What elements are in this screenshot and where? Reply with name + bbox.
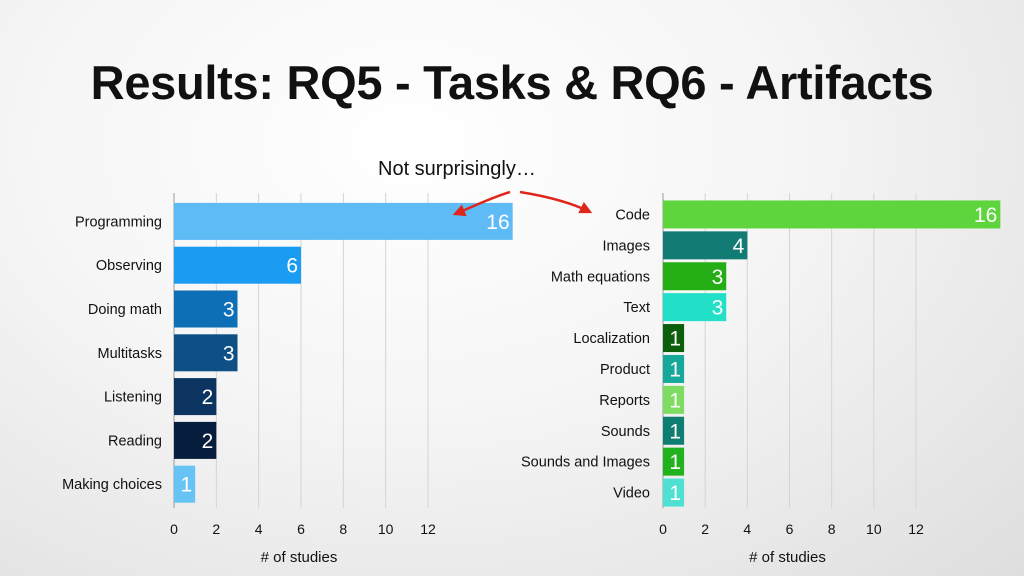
data-label: 4 xyxy=(733,235,745,258)
tick-label: 0 xyxy=(170,521,178,537)
category-label: Multitasks xyxy=(98,346,162,362)
data-label: 1 xyxy=(669,420,681,443)
bar xyxy=(663,200,1001,229)
data-label: 2 xyxy=(202,386,214,409)
data-label: 3 xyxy=(223,342,235,365)
bar xyxy=(663,231,748,260)
data-label: 3 xyxy=(712,266,724,289)
data-label: 1 xyxy=(669,451,681,474)
data-label: 1 xyxy=(669,328,681,351)
data-label: 6 xyxy=(286,255,298,278)
category-label: Localization xyxy=(573,331,650,347)
data-label: 16 xyxy=(486,211,509,234)
x-axis-title: # of studies xyxy=(749,549,826,566)
category-label: Sounds and Images xyxy=(521,455,650,471)
data-label: 1 xyxy=(180,474,192,497)
tick-label: 0 xyxy=(659,521,667,537)
tick-label: 8 xyxy=(339,521,347,537)
bar xyxy=(174,421,217,459)
category-label: Programming xyxy=(75,214,162,230)
category-label: Reports xyxy=(599,393,650,409)
bar xyxy=(174,290,238,328)
data-label: 16 xyxy=(974,204,997,227)
data-label: 1 xyxy=(669,358,681,381)
bar xyxy=(663,293,727,322)
tick-label: 6 xyxy=(297,521,305,537)
bar xyxy=(663,354,685,383)
arrow-to-code xyxy=(519,190,593,214)
tick-label: 12 xyxy=(420,521,436,537)
category-label: Math equations xyxy=(551,269,650,285)
tick-label: 10 xyxy=(378,521,394,537)
bar xyxy=(663,385,685,414)
category-label: Making choices xyxy=(62,477,162,493)
arrow-to-programming xyxy=(452,190,511,217)
tick-label: 8 xyxy=(828,521,836,537)
bar xyxy=(174,378,217,416)
category-label: Reading xyxy=(108,433,162,449)
tick-label: 6 xyxy=(786,521,794,537)
tick-label: 2 xyxy=(212,521,220,537)
category-label: Product xyxy=(600,362,650,378)
bar xyxy=(174,202,513,240)
slide-title: Results: RQ5 - Tasks & RQ6 - Artifacts xyxy=(90,56,934,109)
tick-label: 4 xyxy=(255,521,263,537)
annotation-text: Not surprisingly… xyxy=(378,158,536,180)
data-label: 1 xyxy=(669,389,681,412)
tick-label: 4 xyxy=(743,521,751,537)
category-label: Sounds xyxy=(601,424,650,440)
category-label: Video xyxy=(613,486,650,502)
data-label: 2 xyxy=(202,430,214,453)
category-label: Code xyxy=(615,207,650,223)
x-axis-title: # of studies xyxy=(261,549,338,566)
category-label: Images xyxy=(602,238,650,254)
tick-label: 10 xyxy=(866,521,882,537)
annotation-arrows xyxy=(452,190,593,217)
tick-label: 12 xyxy=(908,521,924,537)
bar xyxy=(174,334,238,372)
bar xyxy=(663,416,685,445)
bar xyxy=(663,324,685,353)
category-label: Observing xyxy=(96,258,162,274)
bar xyxy=(663,447,685,476)
category-label: Listening xyxy=(104,390,162,406)
data-label: 3 xyxy=(223,299,235,322)
tick-label: 2 xyxy=(701,521,709,537)
category-label: Doing math xyxy=(88,302,162,318)
bar xyxy=(663,262,727,291)
bar xyxy=(663,478,685,507)
data-label: 3 xyxy=(712,297,724,320)
bar xyxy=(174,465,196,503)
bar xyxy=(174,246,301,284)
category-label: Text xyxy=(623,300,650,316)
data-label: 1 xyxy=(669,482,681,505)
